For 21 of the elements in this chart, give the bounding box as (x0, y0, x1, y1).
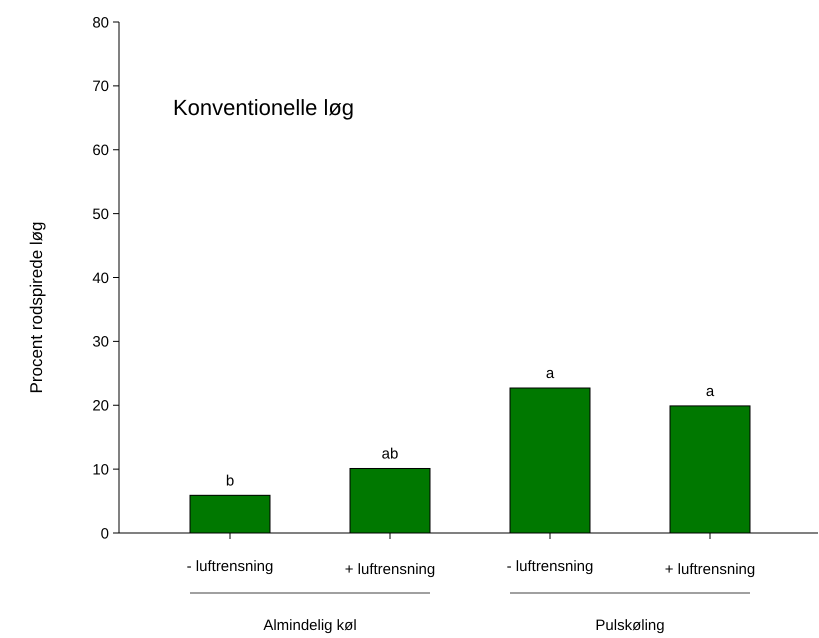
y-tick-label: 10 (92, 461, 109, 478)
data-label: ab (382, 445, 398, 462)
text: Almindelig køl (263, 617, 357, 634)
x-tick-label: + luftrensning (344, 561, 436, 578)
data-label: a (706, 382, 715, 400)
y-axis-title: Procent rodspirede løg (27, 222, 46, 394)
y-tick-label: 60 (92, 142, 109, 159)
y-tick-label: 50 (92, 206, 109, 223)
text: Konventionelle løg (173, 95, 354, 120)
x-tick-label: - luftrensning (506, 558, 594, 575)
y-tick-label: 80 (92, 14, 109, 32)
y-tick-label: 70 (92, 78, 109, 96)
y-tick-label: 40 (92, 270, 109, 287)
x-tick-label: - luftrensning (186, 558, 274, 575)
y-tick-label: 30 (92, 334, 109, 351)
y-tick-label: 0 (100, 525, 109, 542)
x-tick-label: + luftrensning (664, 561, 756, 578)
y-tick-label: 20 (92, 398, 109, 414)
data-label: b (226, 472, 234, 490)
text: Pulskøling (595, 617, 665, 634)
data-label: a (546, 365, 555, 382)
